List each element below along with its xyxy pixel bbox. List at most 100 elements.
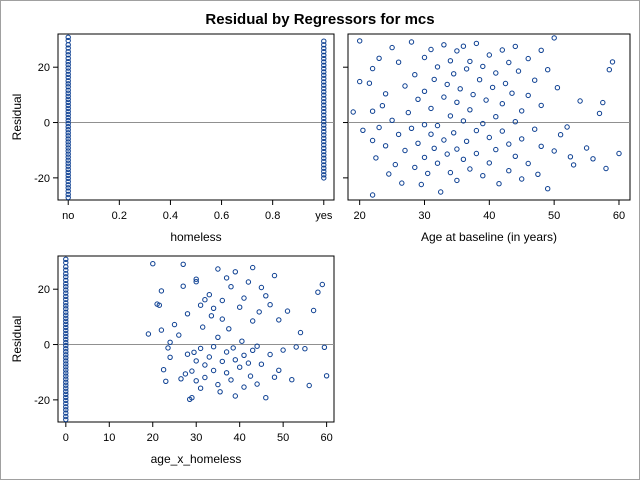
- data-point: [189, 368, 195, 374]
- data-point: [219, 358, 226, 365]
- data-point: [65, 102, 71, 109]
- y-tick-label: -20: [34, 173, 50, 185]
- data-point: [271, 272, 278, 279]
- x-tick-label: 0.4: [163, 210, 178, 222]
- data-point: [65, 42, 71, 48]
- data-point: [467, 58, 473, 65]
- data-point: [386, 171, 392, 177]
- data-point: [63, 391, 69, 397]
- data-point: [180, 261, 186, 267]
- data-point: [193, 276, 199, 282]
- data-point: [63, 281, 69, 287]
- data-point: [63, 355, 69, 361]
- data-point: [460, 43, 467, 49]
- data-point: [200, 324, 206, 330]
- data-point: [217, 389, 223, 395]
- x-axis-label: age_x_homeless: [151, 452, 242, 466]
- data-point: [232, 269, 239, 275]
- data-point: [256, 309, 262, 315]
- data-point: [65, 52, 71, 58]
- data-point: [434, 160, 441, 166]
- data-point: [454, 99, 460, 106]
- data-point: [63, 382, 69, 388]
- data-point: [63, 287, 69, 293]
- data-point: [506, 168, 512, 174]
- data-point: [65, 133, 71, 139]
- data-point: [210, 344, 217, 350]
- data-point: [512, 43, 518, 50]
- data-point: [215, 266, 221, 272]
- data-point: [321, 89, 327, 95]
- data-point: [230, 345, 236, 351]
- data-point: [395, 59, 402, 65]
- data-point: [63, 400, 69, 407]
- data-point: [63, 318, 69, 324]
- data-point: [65, 185, 71, 191]
- data-point: [63, 290, 69, 296]
- data-point: [554, 85, 561, 91]
- data-point: [499, 128, 505, 134]
- data-point: [321, 175, 327, 181]
- data-point: [63, 274, 69, 280]
- data-point: [63, 306, 69, 312]
- data-point: [65, 182, 71, 188]
- data-point: [583, 145, 590, 151]
- data-point: [321, 42, 327, 48]
- data-point: [197, 345, 204, 352]
- data-point: [428, 46, 434, 53]
- data-point: [63, 321, 69, 327]
- data-point: [486, 134, 492, 141]
- data-point: [577, 98, 583, 104]
- data-point: [538, 102, 544, 109]
- data-point: [512, 153, 518, 160]
- data-point: [389, 117, 395, 124]
- data-point: [376, 124, 382, 131]
- data-point: [421, 122, 428, 128]
- data-point: [65, 169, 71, 176]
- data-point: [63, 339, 69, 346]
- data-point: [321, 49, 327, 55]
- data-point: [321, 109, 327, 115]
- data-point: [428, 131, 434, 137]
- data-point: [156, 302, 163, 308]
- data-point: [271, 374, 278, 380]
- data-point: [321, 344, 328, 350]
- data-point: [473, 150, 480, 157]
- y-tick-label: -20: [34, 395, 50, 407]
- data-point: [321, 59, 327, 65]
- data-point: [63, 385, 69, 391]
- data-point: [616, 150, 622, 157]
- data-point: [63, 364, 69, 370]
- data-point: [63, 309, 69, 315]
- data-point: [165, 345, 171, 351]
- data-point: [519, 108, 525, 114]
- data-point: [519, 136, 525, 142]
- data-point: [350, 109, 356, 115]
- x-tick-label: 60: [320, 432, 332, 444]
- data-point: [65, 145, 71, 151]
- data-point: [447, 113, 454, 119]
- data-point: [438, 189, 444, 195]
- data-point: [454, 48, 460, 54]
- data-point: [431, 145, 437, 152]
- data-point: [321, 95, 327, 102]
- data-point: [232, 393, 239, 399]
- data-point: [297, 329, 304, 336]
- data-point: [321, 129, 327, 135]
- data-point: [399, 180, 405, 186]
- data-point: [447, 169, 454, 176]
- data-point: [63, 330, 69, 337]
- data-point: [65, 148, 71, 154]
- data-point: [65, 172, 71, 179]
- data-point: [254, 381, 260, 387]
- data-point: [467, 166, 473, 172]
- data-point: [63, 324, 69, 331]
- data-point: [493, 146, 499, 153]
- x-tick-label: 0: [63, 432, 69, 444]
- data-point: [321, 102, 327, 108]
- data-point: [408, 39, 415, 45]
- data-point: [228, 377, 234, 383]
- data-point: [245, 360, 252, 366]
- data-point: [321, 69, 327, 75]
- data-point: [421, 88, 428, 95]
